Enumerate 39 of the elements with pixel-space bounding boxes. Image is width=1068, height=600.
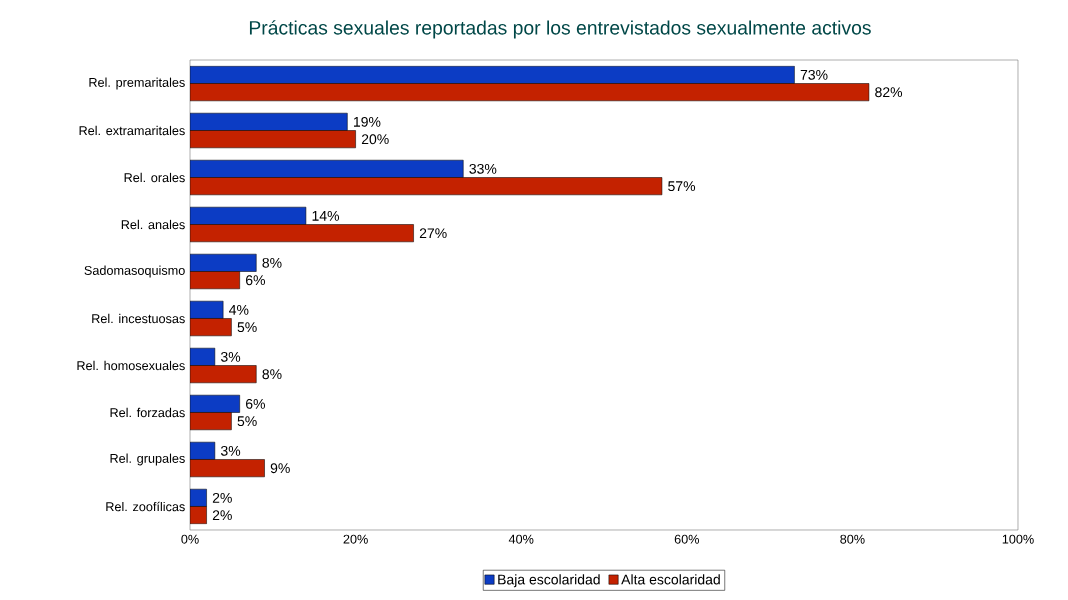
y-tick-label: Rel. zoofílicas [106, 501, 185, 512]
data-label: 5% [237, 416, 257, 427]
x-tick-label: 40% [508, 534, 534, 544]
data-label: 3% [220, 351, 241, 362]
data-label: 2% [212, 492, 232, 503]
data-label: 33% [469, 163, 497, 174]
data-label: 82% [875, 87, 903, 98]
y-tick-label: Rel. forzadas [110, 407, 185, 418]
data-label: 57% [668, 181, 696, 192]
data-label: 5% [237, 322, 257, 333]
y-tick-label: Rel. extramaritales [79, 125, 185, 136]
y-tick-label: Sadomasoquismo [84, 265, 185, 278]
chart-title: Prácticas sexuales reportadas por los entrevistados sexualmente activos [249, 20, 871, 39]
data-label: 4% [229, 304, 249, 315]
data-label: 6% [246, 398, 266, 409]
data-label: 20% [361, 134, 389, 145]
y-tick-label: Rel. grupales [110, 453, 185, 466]
x-tick-label: 20% [343, 534, 368, 544]
data-label: 14% [312, 210, 340, 221]
data-label: 3% [220, 445, 241, 456]
legend-label: Alta escolaridad [621, 574, 720, 585]
x-tick-label: 0% [181, 534, 199, 544]
legend-label: Baja escolaridad [498, 574, 600, 588]
y-tick-label: Rel. anales [121, 219, 185, 230]
data-label: 2% [212, 510, 232, 521]
data-label: 19% [353, 116, 381, 127]
y-tick-label: Rel. orales [124, 172, 185, 183]
data-label: 27% [419, 228, 447, 239]
y-tick-label: Rel. incestuosas [92, 313, 185, 324]
data-label: 8% [262, 257, 282, 268]
data-label: 6% [246, 275, 266, 286]
data-label: 73% [800, 69, 828, 80]
x-tick-label: 100% [1002, 534, 1034, 544]
data-label: 9% [270, 463, 290, 474]
data-label: 8% [262, 369, 282, 380]
y-tick-label: Rel. premaritales [89, 77, 185, 90]
y-tick-label: Rel. homosexuales [77, 360, 185, 371]
x-tick-label: 60% [674, 534, 700, 544]
x-tick-label: 80% [840, 534, 865, 544]
